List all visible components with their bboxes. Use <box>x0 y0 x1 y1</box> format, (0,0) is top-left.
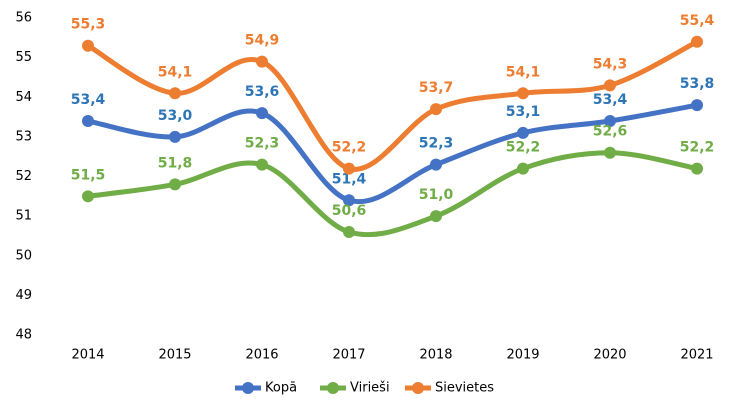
point <box>169 87 181 100</box>
point <box>169 130 181 143</box>
y-tick-label: 51 <box>15 209 32 224</box>
series-line <box>86 39 699 172</box>
data-label: 52,2 <box>680 140 715 156</box>
point <box>604 115 616 128</box>
y-tick-label: 55 <box>15 50 32 65</box>
point <box>604 79 616 92</box>
point <box>82 115 94 128</box>
data-label: 54,1 <box>158 64 193 80</box>
point <box>517 162 529 175</box>
data-label: 55,3 <box>71 17 106 33</box>
point <box>256 55 268 68</box>
point <box>691 99 703 112</box>
legend-label: Kopā <box>265 381 297 396</box>
data-label: 53,4 <box>593 92 628 108</box>
point <box>604 146 616 159</box>
point <box>517 126 529 139</box>
data-label: 54,3 <box>593 56 628 72</box>
point <box>691 35 703 48</box>
y-tick-label: 52 <box>15 169 32 184</box>
x-tick-label: 2016 <box>245 348 278 363</box>
data-label: 52,2 <box>332 140 367 156</box>
x-tick-label: 2019 <box>506 348 539 363</box>
data-label: 54,1 <box>506 64 541 80</box>
point <box>169 178 181 191</box>
point <box>343 162 355 175</box>
data-label: 53,0 <box>158 108 193 124</box>
legend-marker <box>327 382 339 394</box>
point <box>691 162 703 175</box>
y-tick-label: 50 <box>15 248 32 263</box>
point <box>430 210 442 223</box>
data-label: 52,6 <box>593 124 628 140</box>
data-label: 53,6 <box>245 84 280 100</box>
series-line <box>87 102 698 205</box>
point <box>256 107 268 120</box>
y-tick-label: 49 <box>15 288 32 303</box>
x-tick-label: 2018 <box>419 348 452 363</box>
data-label: 52,2 <box>506 140 541 156</box>
point <box>82 39 94 52</box>
data-label: 53,7 <box>419 80 454 96</box>
x-tick-label: 2015 <box>158 348 191 363</box>
data-label: 51,4 <box>332 171 367 187</box>
point <box>430 158 442 171</box>
series-line <box>87 150 698 238</box>
point <box>343 194 355 207</box>
legend-marker <box>242 382 254 394</box>
x-tick-label: 2020 <box>593 348 626 363</box>
data-label: 54,9 <box>245 33 280 49</box>
data-label: 52,3 <box>245 136 280 152</box>
point <box>517 87 529 100</box>
legend-label: Sievietes <box>435 381 494 396</box>
data-label: 51,0 <box>419 187 454 203</box>
y-tick-label: 48 <box>15 328 32 343</box>
data-label: 52,3 <box>419 136 454 152</box>
legend-label: Virieši <box>350 381 390 396</box>
data-label: 53,1 <box>506 104 541 120</box>
point <box>82 190 94 203</box>
data-label: 51,8 <box>158 155 193 171</box>
data-label: 50,6 <box>332 203 367 219</box>
x-tick-label: 2021 <box>680 348 713 363</box>
y-tick-label: 53 <box>15 129 32 144</box>
y-tick-label: 56 <box>15 11 32 26</box>
data-label: 51,5 <box>71 167 106 183</box>
data-label: 53,8 <box>680 76 715 92</box>
point <box>343 225 355 238</box>
x-tick-label: 2014 <box>71 348 104 363</box>
data-label: 55,4 <box>680 13 715 29</box>
y-tick-label: 54 <box>15 90 32 105</box>
point <box>256 158 268 171</box>
legend-marker <box>412 382 424 394</box>
data-label: 53,4 <box>71 92 106 108</box>
x-tick-label: 2017 <box>332 348 365 363</box>
point <box>430 103 442 116</box>
